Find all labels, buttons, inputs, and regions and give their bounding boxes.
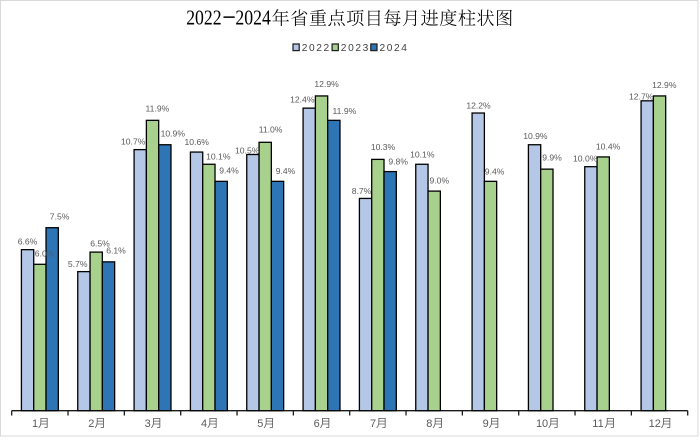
svg-text:9.0%: 9.0% — [430, 175, 450, 185]
svg-text:12.4%: 12.4% — [290, 94, 315, 104]
svg-text:6.0%: 6.0% — [35, 248, 55, 258]
svg-text:9.8%: 9.8% — [388, 156, 408, 166]
svg-text:8.7%: 8.7% — [352, 186, 372, 196]
svg-text:12.9%: 12.9% — [652, 80, 677, 90]
svg-text:5: 5 — [257, 418, 263, 430]
svg-text:3: 3 — [145, 418, 151, 430]
svg-text:1: 1 — [32, 418, 38, 430]
svg-text:2024: 2024 — [235, 6, 271, 30]
svg-text:10.3%: 10.3% — [371, 142, 396, 152]
svg-text:10.1%: 10.1% — [206, 152, 231, 162]
svg-text:12.7%: 12.7% — [629, 92, 654, 102]
svg-text:11: 11 — [592, 418, 603, 430]
svg-text:10.7%: 10.7% — [121, 137, 146, 147]
svg-text:2022: 2022 — [186, 6, 221, 30]
svg-text:2022: 2022 — [302, 43, 331, 54]
svg-text:4: 4 — [201, 418, 207, 430]
svg-text:11.9%: 11.9% — [333, 106, 357, 116]
svg-text:10.1%: 10.1% — [410, 150, 435, 160]
svg-text:10.9%: 10.9% — [161, 128, 186, 138]
svg-text:10: 10 — [536, 418, 548, 430]
svg-text:10.9%: 10.9% — [523, 131, 548, 141]
svg-text:2: 2 — [88, 418, 94, 430]
svg-text:7.5%: 7.5% — [50, 211, 70, 221]
svg-text:10.0%: 10.0% — [573, 153, 598, 163]
svg-text:9.4%: 9.4% — [219, 165, 239, 175]
svg-text:7: 7 — [370, 418, 376, 430]
svg-text:10.5%: 10.5% — [235, 146, 260, 156]
svg-text:11.9%: 11.9% — [146, 103, 170, 113]
svg-text:9.4%: 9.4% — [276, 166, 296, 176]
svg-text:6.1%: 6.1% — [106, 245, 126, 255]
svg-text:6.6%: 6.6% — [18, 236, 38, 246]
svg-text:5.7%: 5.7% — [68, 259, 88, 269]
svg-text:9: 9 — [483, 418, 489, 430]
svg-text:2023: 2023 — [341, 43, 370, 54]
svg-text:9.4%: 9.4% — [485, 166, 505, 176]
svg-text:12.9%: 12.9% — [314, 79, 339, 89]
svg-text:2024: 2024 — [380, 43, 409, 54]
svg-text:11.0%: 11.0% — [259, 124, 283, 134]
svg-text:9.9%: 9.9% — [542, 153, 562, 163]
svg-text:10.6%: 10.6% — [185, 137, 210, 147]
svg-text:10.4%: 10.4% — [596, 141, 621, 151]
svg-text:12.2%: 12.2% — [466, 101, 491, 111]
svg-text:6: 6 — [314, 418, 320, 430]
svg-text:12: 12 — [649, 418, 661, 430]
svg-text:8: 8 — [426, 418, 432, 430]
svg-text:6.5%: 6.5% — [90, 238, 110, 248]
